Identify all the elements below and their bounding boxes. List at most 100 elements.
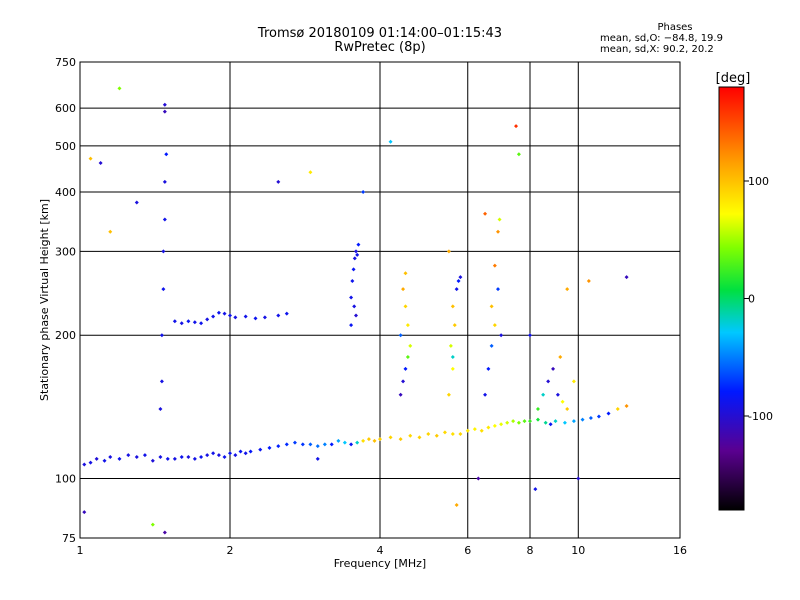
data-point [492,423,497,428]
data-point [349,295,354,300]
data-point [448,343,453,348]
data-point [186,454,191,459]
data-point [442,430,447,435]
data-point [352,304,357,309]
data-point [450,366,455,371]
colorbar-tick-label: 0 [748,293,755,306]
data-point [511,419,516,424]
phase-line-o: mean, sd,O: −84.8, 19.9 [600,33,723,44]
data-point [398,437,403,442]
data-point [228,313,232,318]
data-point [456,279,461,284]
data-point [199,321,204,326]
data-point [546,379,551,384]
data-point [192,320,197,325]
data-point [516,420,521,425]
y-tick-label: 100 [55,473,76,486]
phase-summary: Phases mean, sd,O: −84.8, 19.9 mean, sd,… [600,22,750,55]
data-point [351,267,356,272]
data-point [238,449,243,454]
y-tick-label: 300 [55,245,76,258]
colorbar-ticks: 100 0 -100 [744,175,773,423]
data-point [624,404,629,409]
data-point [522,419,527,424]
data-point [159,333,164,338]
data-point [405,355,410,360]
data-point [361,189,366,194]
data-point [551,366,556,371]
data-point [458,432,463,437]
data-point [486,366,491,371]
data-point [472,427,477,432]
data-point [562,420,567,425]
data-point [372,438,377,443]
x-tick-label: 4 [377,544,384,557]
data-point [398,392,403,397]
x-tick-label: 6 [464,544,471,557]
data-point [580,417,585,422]
data-point [403,366,408,371]
data-point [565,287,570,292]
data-point [576,476,581,481]
data-point [492,263,497,268]
data-point [315,456,320,461]
data-point [378,437,382,442]
data-point [548,422,553,427]
data-point [555,392,560,397]
data-point [434,433,439,438]
data-point [284,442,289,447]
data-point [516,152,521,157]
title-line-2: RwPretec (8p) [334,40,426,55]
data-point [216,453,221,458]
data-point [233,453,238,458]
data-point [159,379,164,384]
data-point [528,333,532,338]
data-point [342,440,347,445]
data-point [350,279,355,284]
data-point [262,315,267,320]
data-point [606,411,611,416]
data-point [405,323,410,328]
data-point [543,420,548,425]
data-point [495,287,500,292]
data-point [186,319,191,324]
data-point [541,392,546,397]
data-point [258,447,263,452]
data-point [126,453,131,458]
y-axis-label: Stationary phase Virtual Height [km] [38,199,51,401]
data-point [82,510,87,515]
data-point [243,451,248,456]
phase-heading: Phases [657,22,693,33]
data-point [450,355,455,360]
x-tick-label: 8 [527,544,534,557]
data-point [108,454,113,459]
y-tick-label: 75 [62,532,76,545]
data-point [253,316,258,321]
data-point [486,425,491,430]
phase-line-x: mean, sd,X: 90.2, 20.2 [600,44,714,55]
data-point [179,454,184,459]
plot-frame [79,61,681,539]
data-point [353,249,358,254]
data-point [571,379,576,384]
data-point [117,456,122,461]
data-point [446,392,451,397]
data-point [586,279,591,284]
data-point [94,456,99,461]
x-tick-label: 10 [571,544,585,557]
data-point [408,433,413,438]
data-point [565,406,570,411]
data-point [403,271,408,276]
data-point [417,435,422,440]
data-point [315,444,320,449]
data-point [228,451,232,456]
data-point [408,343,413,348]
data-point [535,406,540,411]
data-point [426,432,431,437]
data-point [353,313,358,318]
data-point [322,442,327,447]
data-point [329,442,334,447]
data-point [401,379,406,384]
data-point [403,304,408,309]
data-point [292,440,297,445]
